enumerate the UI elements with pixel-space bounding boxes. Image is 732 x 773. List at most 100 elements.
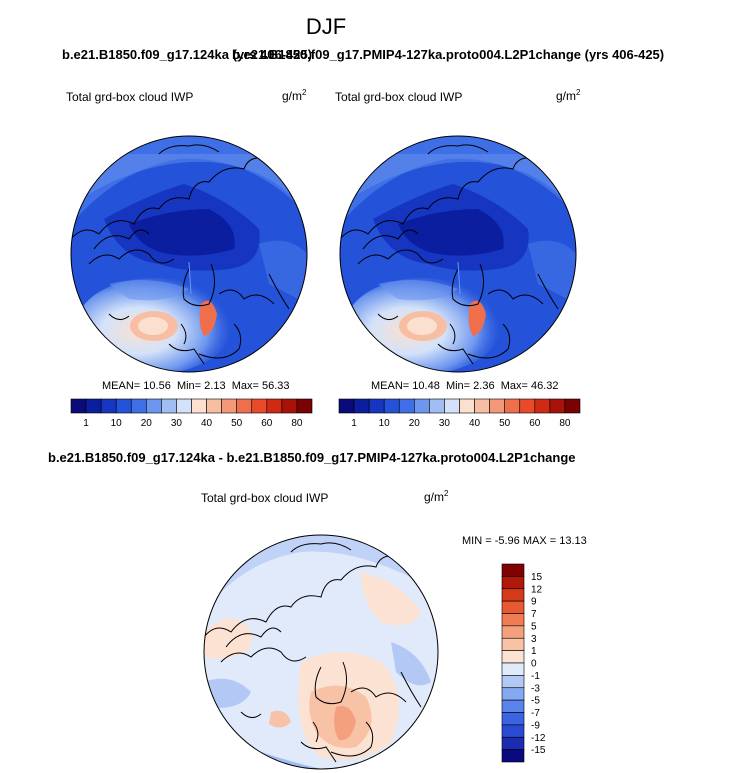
colorbar-swatch	[206, 398, 222, 414]
colorbar-swatch	[501, 749, 525, 763]
colorbar-tick-label: 60	[261, 418, 273, 429]
colorbar-swatch	[501, 625, 525, 639]
colorbar-tick-label: 0	[531, 659, 537, 670]
colorbar-swatch	[429, 398, 445, 414]
colorbar-swatch	[519, 398, 536, 414]
panel-3-title: Total grd-box cloud IWP	[201, 491, 329, 505]
colorbar-swatch	[501, 650, 525, 664]
colorbar-swatch	[489, 398, 505, 414]
main-title: DJF	[305, 14, 347, 39]
colorbar-swatch	[459, 398, 475, 414]
colorbar-tick-label: 1	[83, 418, 89, 429]
colorbar-tick-label: -15	[531, 745, 546, 756]
colorbar-tick-label: 40	[469, 418, 481, 429]
colorbar-tick-label: 40	[201, 418, 213, 429]
panel-2-map-border	[339, 135, 577, 373]
colorbar-swatch	[564, 398, 581, 414]
case-title-diff: b.e21.B1850.f09_g17.124ka - b.e21.B1850.…	[48, 450, 576, 465]
colorbar-swatch	[501, 699, 525, 713]
colorbar-tick-label: -1	[531, 671, 540, 682]
colorbar-swatch	[296, 398, 313, 414]
colorbar-swatch	[383, 398, 400, 414]
colorbar-tick-label: 7	[531, 609, 537, 620]
panel-1-mean: 10.56	[143, 380, 171, 392]
panel-2-mean: 10.48	[412, 380, 440, 392]
panel-2-max: 46.32	[530, 380, 559, 392]
colorbar-swatch	[501, 563, 525, 577]
colorbar-swatch	[501, 613, 525, 627]
colorbar-swatch	[70, 398, 87, 414]
colorbar-swatch	[398, 398, 415, 414]
colorbar-tick-label: 20	[409, 418, 421, 429]
colorbar-swatch	[549, 398, 566, 414]
colorbar-tick-label: -5	[531, 696, 540, 707]
colorbar-swatch	[501, 724, 525, 738]
panel-3-min: -5.96	[494, 535, 520, 547]
panel-3-map	[204, 535, 438, 769]
colorbar-swatch	[236, 398, 253, 414]
panel-2-title: Total grd-box cloud IWP	[335, 90, 463, 104]
colorbar-tick-label: 1	[351, 418, 357, 429]
panel-1-title: Total grd-box cloud IWP	[66, 90, 194, 104]
colorbar-swatch	[338, 398, 355, 414]
colorbar-tick-label: -12	[531, 733, 546, 744]
colorbar-tick-label: 30	[171, 418, 183, 429]
colorbar-swatch	[161, 398, 177, 414]
panel-3-units: g/m2	[424, 489, 449, 504]
panel-3-max: 13.13	[559, 535, 587, 547]
colorbar-tick-label: 80	[291, 418, 303, 429]
colorbar-tick-label: -9	[531, 720, 540, 731]
colorbar-tick-label: 3	[531, 634, 537, 645]
colorbar-swatch	[368, 398, 385, 414]
colorbar-swatch	[353, 398, 370, 414]
colorbar-tick-label: 60	[529, 418, 541, 429]
colorbar-swatch	[251, 398, 268, 414]
colorbar-swatch	[501, 576, 525, 590]
colorbar-swatch	[504, 398, 521, 414]
case-title-left: b.e21.B1850.f09_g17.124ka (yrs 406-425)	[62, 47, 313, 62]
colorbar-swatch	[501, 675, 525, 689]
colorbar-swatch	[221, 398, 237, 414]
panel-1-min: 2.13	[204, 380, 226, 392]
colorbar-tick-label: 10	[111, 418, 123, 429]
panel-2-colorbar: 1 10 20 30 40 50 60 80	[338, 398, 581, 429]
colorbar-tick-label: -3	[531, 683, 540, 694]
colorbar-tick-label: -7	[531, 708, 540, 719]
panel-3-map-border	[203, 534, 439, 770]
colorbar-swatch	[146, 398, 162, 414]
colorbar-swatch	[534, 398, 551, 414]
panel-1-map-border	[70, 135, 308, 373]
colorbar-tick-label: 12	[531, 584, 543, 595]
colorbar-swatch	[501, 637, 525, 651]
colorbar-swatch	[501, 736, 525, 750]
colorbar-tick-label: 30	[439, 418, 451, 429]
colorbar-tick-label: 5	[531, 621, 537, 632]
colorbar-tick-label: 15	[531, 572, 543, 583]
colorbar-swatch	[85, 398, 102, 414]
colorbar-swatch	[281, 398, 298, 414]
case-title-right: b.e21.B1850.f09_g17.PMIP4-127ka.proto004…	[232, 47, 665, 62]
colorbar-swatch	[130, 398, 147, 414]
panel-2-units: g/m2	[556, 88, 581, 103]
colorbar-tick-label: 80	[559, 418, 571, 429]
colorbar-tick-label: 50	[231, 418, 243, 429]
panel-3-minmax: MIN = -5.96 MAX = 13.13	[462, 535, 587, 547]
colorbar-tick-label: 20	[141, 418, 153, 429]
colorbar-swatch	[176, 398, 192, 414]
colorbar-swatch	[501, 588, 525, 602]
colorbar-swatch	[501, 687, 525, 701]
colorbar-swatch	[501, 600, 525, 614]
colorbar-swatch	[191, 398, 207, 414]
panel-1-stats: MEAN= 10.56 Min= 2.13 Max= 56.33	[102, 380, 290, 392]
panel-1-colorbar: 1 10 20 30 40 50 60 80	[70, 398, 313, 429]
colorbar-swatch	[115, 398, 132, 414]
colorbar-swatch	[414, 398, 430, 414]
colorbar-swatch	[501, 712, 525, 726]
colorbar-swatch	[266, 398, 283, 414]
colorbar-tick-label: 9	[531, 597, 537, 608]
colorbar-swatch	[444, 398, 460, 414]
colorbar-tick-label: 50	[499, 418, 511, 429]
panel-2-min: 2.36	[473, 380, 495, 392]
